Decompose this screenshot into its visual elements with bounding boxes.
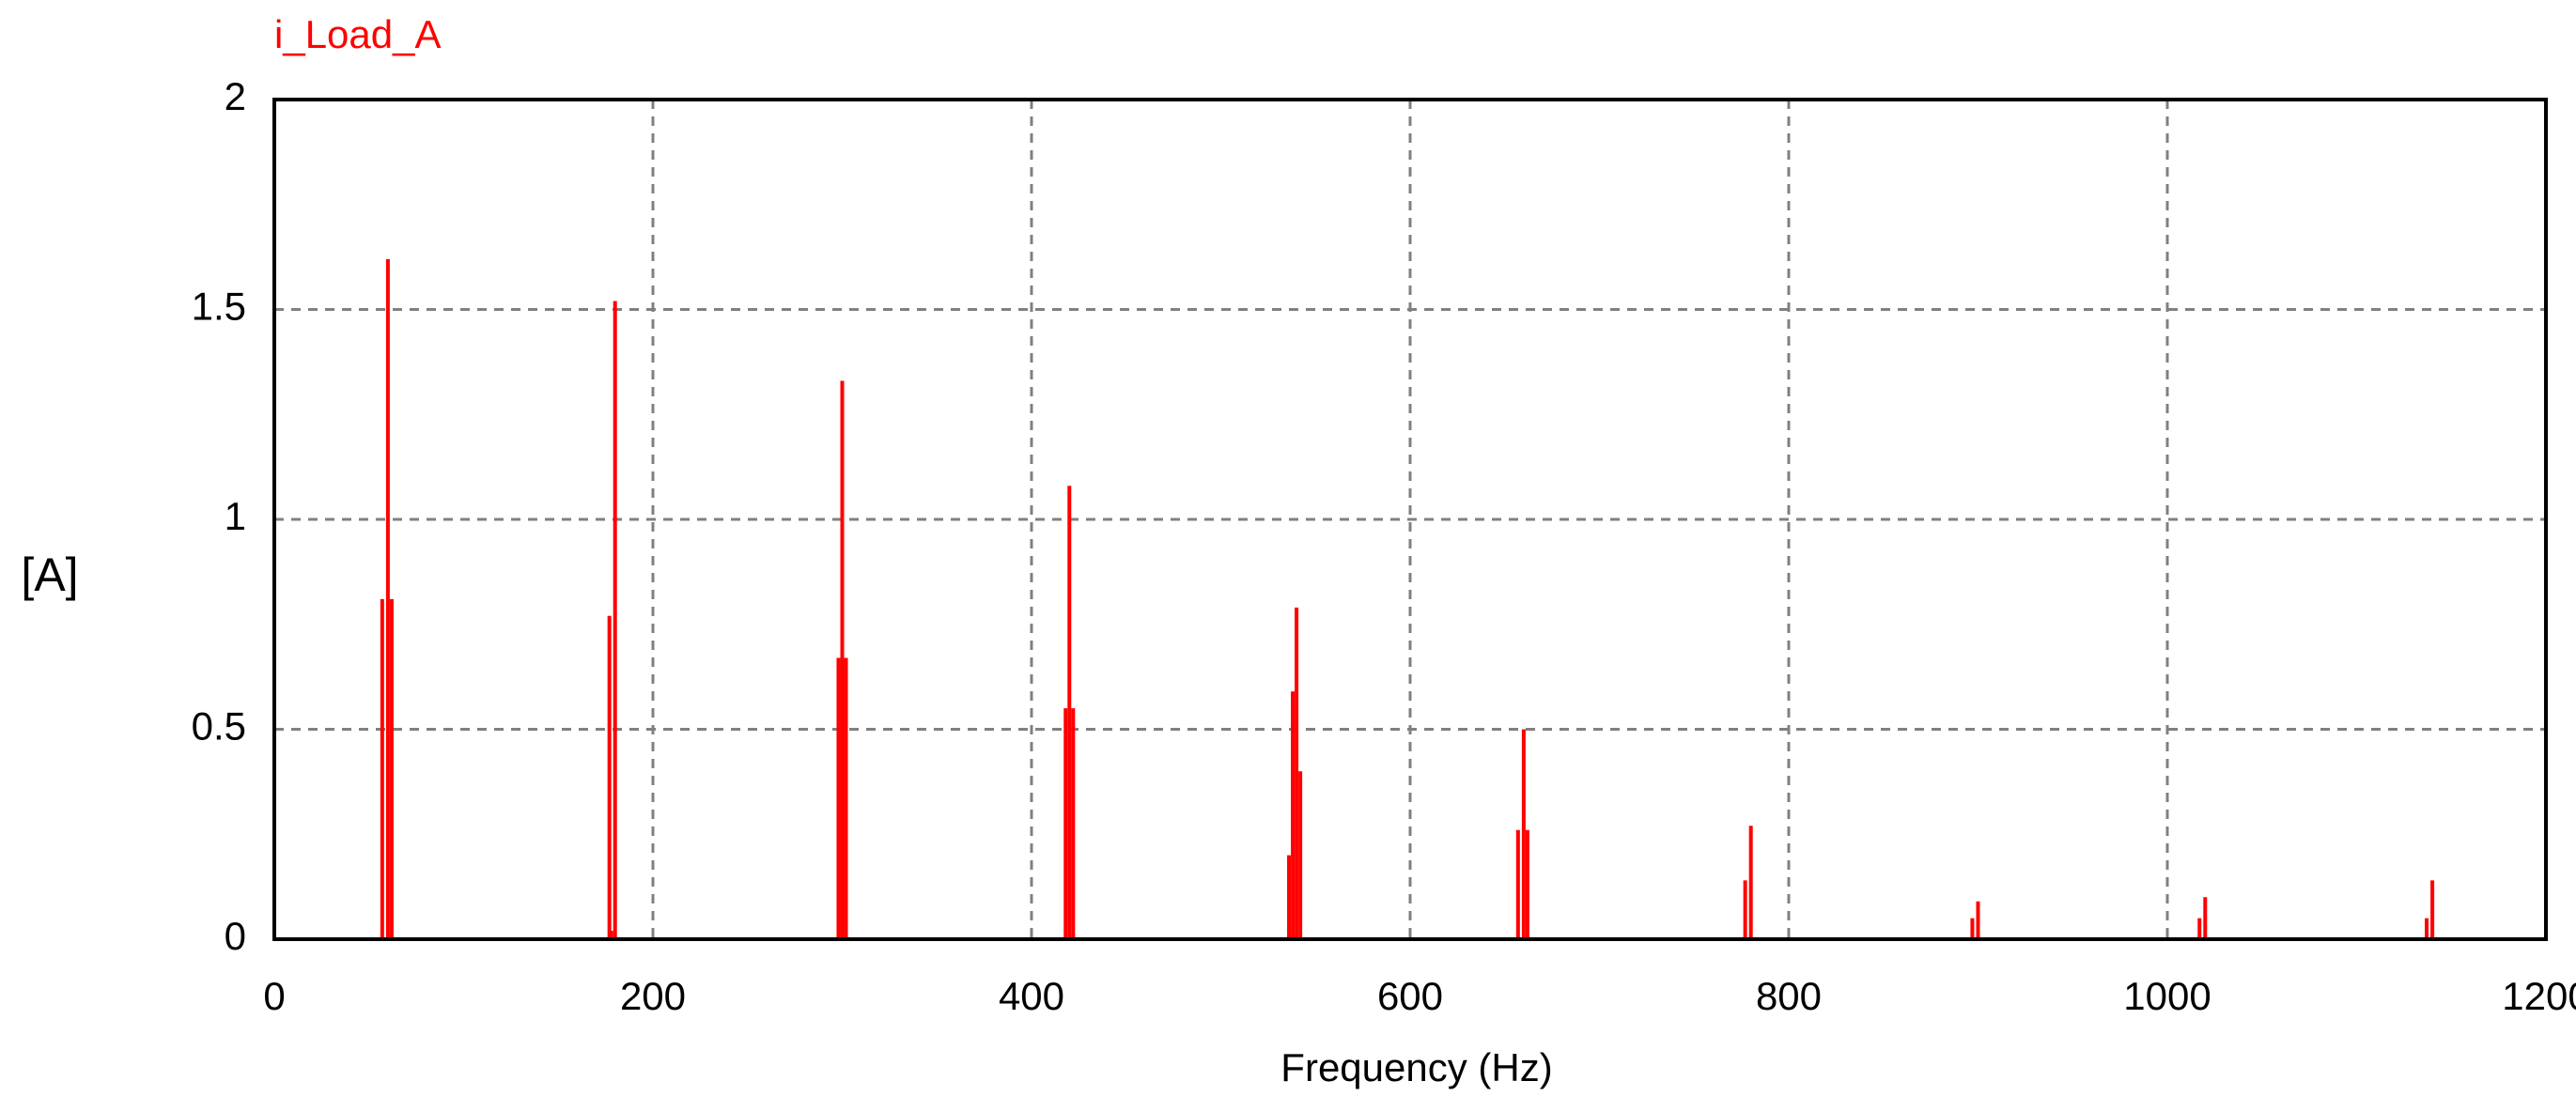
y-tick-label: 0 xyxy=(225,914,246,958)
x-tick-label: 0 xyxy=(263,974,285,1018)
x-axis-label: Frequency (Hz) xyxy=(1280,1045,1552,1089)
x-tick-label: 200 xyxy=(620,974,686,1018)
y-tick-label: 1.5 xyxy=(192,285,246,329)
y-tick-label: 2 xyxy=(225,74,246,118)
x-tick-label: 1200 xyxy=(2502,974,2576,1018)
plot-frame xyxy=(272,98,2548,941)
x-tick-label: 400 xyxy=(999,974,1064,1018)
y-tick-label: 0.5 xyxy=(192,704,246,749)
chart-title: i_Load_A xyxy=(274,12,442,56)
x-tick-label: 600 xyxy=(1377,974,1443,1018)
y-axis-label: [A] xyxy=(21,548,78,601)
y-tick-label: 1 xyxy=(225,494,246,538)
x-tick-label: 1000 xyxy=(2123,974,2211,1018)
x-tick-label: 800 xyxy=(1756,974,1822,1018)
